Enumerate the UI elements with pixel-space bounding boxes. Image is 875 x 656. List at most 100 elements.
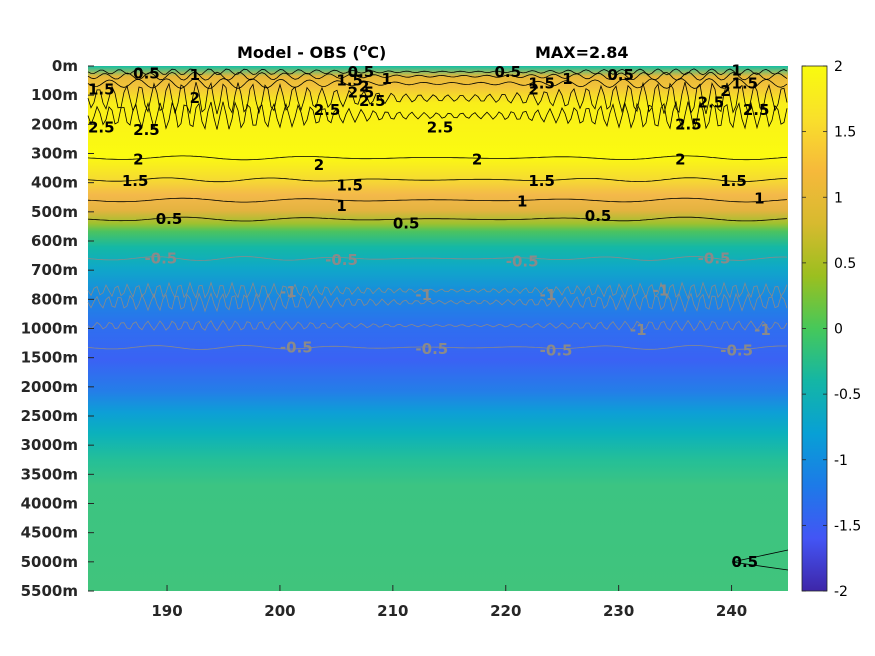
contour-label: -0.5 bbox=[720, 341, 753, 359]
contour-label: 2 bbox=[720, 82, 730, 100]
y-tick-label: 800m bbox=[31, 290, 78, 308]
contour-label: -0.5 bbox=[280, 338, 313, 356]
contour-label: 1.5 bbox=[720, 172, 747, 190]
colorbar-scale bbox=[801, 65, 828, 592]
contour-line bbox=[87, 197, 788, 203]
contour-label: 2.5 bbox=[348, 83, 375, 101]
colorbar-tick-label: -1 bbox=[834, 453, 848, 469]
contour-label: 0.5 bbox=[494, 63, 521, 81]
contour-label: 0.5 bbox=[348, 63, 375, 81]
x-tick-label: 220 bbox=[490, 602, 521, 620]
contour-label: 2.5 bbox=[427, 118, 454, 136]
contour-label: 2.5 bbox=[88, 118, 115, 136]
contour-label: -1 bbox=[630, 321, 647, 339]
contour-label: 1 bbox=[754, 190, 764, 208]
contour-line bbox=[87, 68, 788, 76]
colorbar-tick-label: -2 bbox=[834, 584, 848, 600]
contour-lines bbox=[87, 68, 789, 571]
contour-line bbox=[87, 100, 788, 130]
contour-label: 1.5 bbox=[732, 75, 759, 93]
colorbar-tick-label: 0 bbox=[834, 322, 843, 338]
title-superscript: o bbox=[360, 41, 368, 54]
contour-label: 0.5 bbox=[732, 553, 759, 571]
x-tick-label: 240 bbox=[716, 602, 747, 620]
contour-label: 1.5 bbox=[336, 72, 363, 90]
colorbar-tick-label: -1.5 bbox=[834, 518, 861, 534]
contour-label: 2 bbox=[190, 89, 200, 107]
colorbar-tick-label: 2 bbox=[834, 59, 843, 75]
contour-label: -1 bbox=[415, 286, 432, 304]
colorbar-tick-label: 1 bbox=[834, 190, 843, 206]
y-tick-label: 1000m bbox=[21, 320, 78, 338]
plot-area: 0.5 11.5 22.5 2.50.5 11.522.52.5 2.52.50.51.5… bbox=[87, 61, 789, 591]
contour-label: 2 bbox=[359, 77, 369, 95]
colorbar-tick-label: 1.5 bbox=[834, 125, 856, 141]
chart-title: Model - OBS (oC) bbox=[237, 41, 386, 62]
y-tick-label: 1500m bbox=[21, 349, 78, 367]
y-tick-label: 400m bbox=[31, 174, 78, 192]
contour-label: 1.5 bbox=[528, 75, 555, 93]
x-tick-label: 200 bbox=[264, 602, 295, 620]
contour-label: 1 bbox=[190, 66, 200, 84]
contour-line bbox=[87, 281, 788, 300]
y-tick-label: 2000m bbox=[21, 378, 78, 396]
contour-label: 2.5 bbox=[675, 115, 702, 133]
contour-label: 2.5 bbox=[743, 101, 770, 119]
y-tick-label: 0m bbox=[52, 57, 78, 75]
contour-label: -1 bbox=[540, 286, 557, 304]
contour-label: 2 bbox=[472, 150, 482, 168]
contour-label: 1 bbox=[732, 61, 742, 79]
contour-label: 1.5 bbox=[88, 80, 115, 98]
contour-label: 2 bbox=[675, 150, 685, 168]
y-tick-label: 500m bbox=[31, 203, 78, 221]
contour-label: 2.5 bbox=[314, 101, 341, 119]
contour-label: -0.5 bbox=[325, 251, 358, 269]
contour-label: -0.5 bbox=[698, 250, 731, 268]
contour-label: 2.5 bbox=[133, 121, 160, 139]
contour-label: 1.5 bbox=[336, 177, 363, 195]
contour-label: 1 bbox=[517, 193, 527, 211]
contour-label: 0.5 bbox=[585, 207, 612, 225]
y-tick-label: 100m bbox=[31, 86, 78, 104]
contour-label: 0.5 bbox=[156, 210, 183, 228]
contour-label: -0.5 bbox=[540, 341, 573, 359]
y-tick-label: 3000m bbox=[21, 436, 78, 454]
contour-line bbox=[87, 256, 788, 261]
heatmap-field bbox=[88, 66, 788, 591]
contour-label: 1 bbox=[336, 197, 346, 215]
contour-label: 2.5 bbox=[359, 92, 386, 110]
contour-label: 2 bbox=[314, 156, 324, 174]
contour-label: -1 bbox=[280, 283, 297, 301]
y-tick-label: 300m bbox=[31, 145, 78, 163]
contour-label: 1 bbox=[382, 70, 392, 88]
colorbar: 2 1.5 1 0.5 0 -0.5 -1 -1.5 -2 bbox=[801, 59, 861, 600]
contour-label: 0.5 bbox=[393, 215, 420, 233]
contour-label: 1.5 bbox=[122, 172, 149, 190]
colorbar-ticks: 2 1.5 1 0.5 0 -0.5 -1 -1.5 -2 bbox=[802, 59, 861, 600]
contour-label: -0.5 bbox=[506, 252, 539, 270]
contour-label: 0.5 bbox=[607, 66, 634, 84]
contour-label: 1 bbox=[562, 70, 572, 88]
contour-label: -0.5 bbox=[415, 340, 448, 358]
x-tick-label: 210 bbox=[377, 602, 408, 620]
y-axis: 0m 100m 200m 300m 400m 500m 600m 700m 800m 1000m 1… bbox=[21, 57, 94, 600]
y-tick-label: 4000m bbox=[21, 495, 78, 513]
contour-label: 2.5 bbox=[698, 93, 725, 111]
contour-label: 0.5 bbox=[133, 64, 160, 82]
contour-label: -0.5 bbox=[144, 250, 177, 268]
contour-line bbox=[87, 155, 788, 161]
title-prefix: Model - OBS ( bbox=[237, 43, 360, 62]
contour-line bbox=[731, 549, 789, 571]
contour-label: 2 bbox=[528, 80, 538, 98]
colorbar-tick-label: -0.5 bbox=[834, 387, 861, 403]
contour-label: 1.5 bbox=[528, 172, 555, 190]
y-tick-label: 200m bbox=[31, 115, 78, 133]
contour-line bbox=[87, 291, 788, 313]
contour-line bbox=[87, 345, 787, 350]
contour-line bbox=[87, 78, 788, 89]
colorbar-tick-label: 0.5 bbox=[834, 256, 856, 272]
x-axis: 190 200 210 220 230 240 bbox=[151, 585, 747, 620]
contour-label: 2 bbox=[133, 150, 143, 168]
x-tick-label: 230 bbox=[603, 602, 634, 620]
